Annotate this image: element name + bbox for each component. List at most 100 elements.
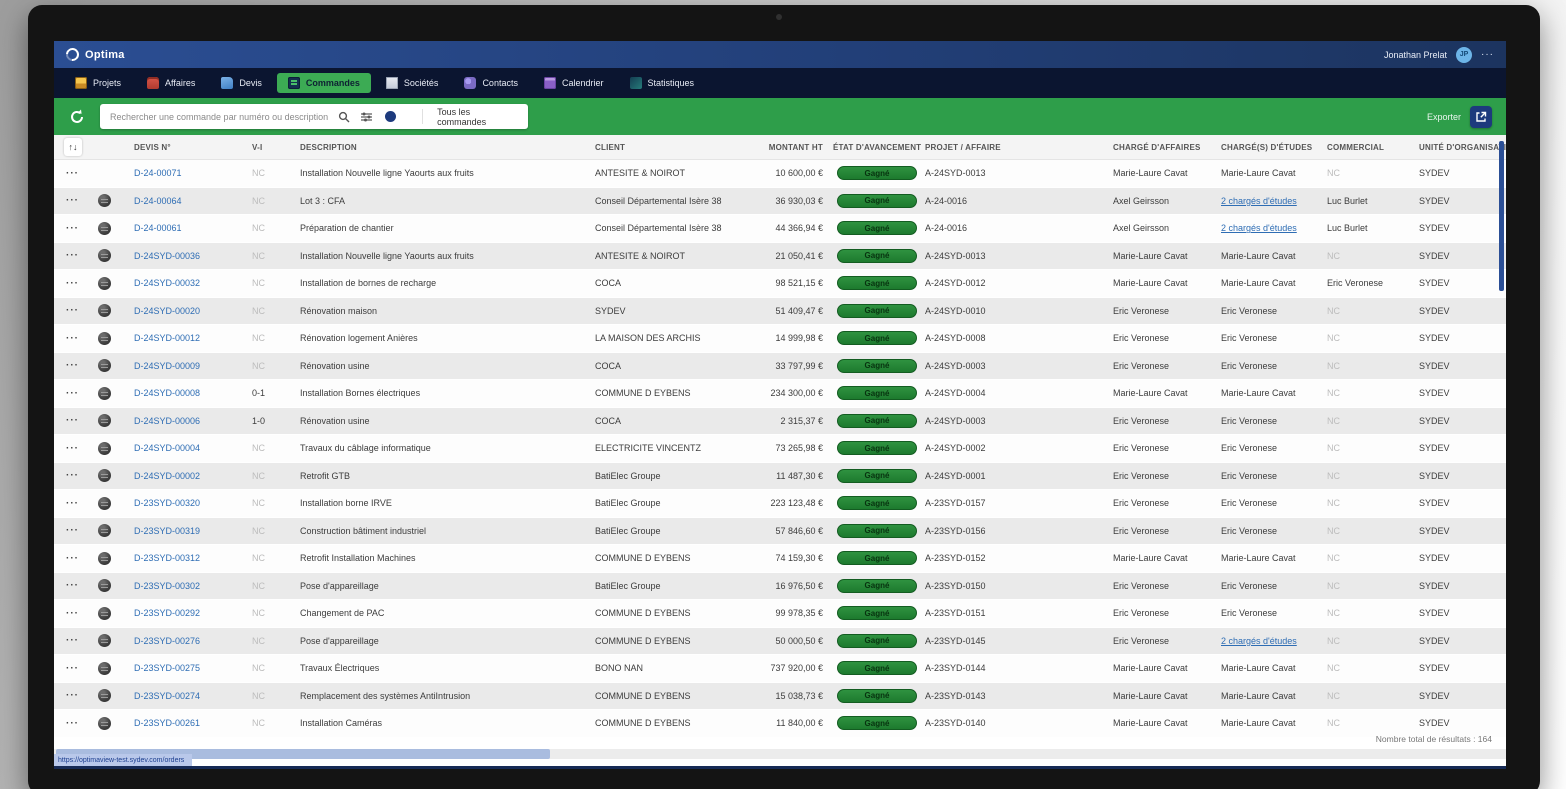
row-menu-button[interactable]: ··· (66, 525, 79, 537)
devis-link[interactable]: D-23SYD-00275 (134, 663, 201, 674)
row-menu-button[interactable]: ··· (66, 662, 79, 674)
row-menu-button[interactable]: ··· (66, 250, 79, 262)
tab-societes[interactable]: Sociétés (375, 73, 450, 93)
tab-affaires[interactable]: Affaires (136, 73, 206, 93)
filter-sliders-icon[interactable] (360, 111, 373, 123)
table-row[interactable]: ··· D-23SYD-00274 NC Remplacement des systè… (54, 682, 1506, 710)
table-row[interactable]: ··· D-23SYD-00275 NC Travaux Électriques BON… (54, 655, 1506, 683)
horizontal-scrollbar[interactable] (54, 749, 1506, 759)
devis-link[interactable]: D-24SYD-00032 (134, 278, 201, 289)
table-row[interactable]: ··· D-23SYD-00276 NC Pose d'appareillage COM… (54, 627, 1506, 655)
row-menu-button[interactable]: ··· (66, 552, 79, 564)
refresh-icon[interactable] (68, 108, 86, 126)
horizontal-scrollbar-thumb[interactable] (56, 749, 550, 759)
column-header-ce[interactable]: CHARGÉ(S) D'ÉTUDES (1221, 142, 1313, 152)
column-header-vi[interactable]: V-I (252, 142, 263, 152)
column-header-affaire[interactable]: PROJET / AFFAIRE (925, 142, 1001, 152)
row-menu-button[interactable]: ··· (66, 222, 79, 234)
tab-devis[interactable]: Devis (210, 73, 273, 93)
search-icon[interactable] (338, 111, 350, 123)
column-header-com[interactable]: COMMERCIAL (1327, 142, 1385, 152)
overflow-menu-icon[interactable]: ··· (1481, 49, 1494, 60)
row-menu-button[interactable]: ··· (66, 580, 79, 592)
row-menu-button[interactable]: ··· (66, 635, 79, 647)
row-menu-button[interactable]: ··· (66, 387, 79, 399)
vertical-scrollbar[interactable] (1499, 141, 1504, 291)
row-menu-button[interactable]: ··· (66, 277, 79, 289)
tab-contacts[interactable]: Contacts (453, 73, 529, 93)
table-row[interactable]: ··· D-24-00064 NC Lot 3 : CFA Conseil Départ… (54, 187, 1506, 215)
devis-link[interactable]: D-23SYD-00302 (134, 580, 201, 591)
row-menu-button[interactable]: ··· (66, 442, 79, 454)
column-header-unite[interactable]: UNITÉ D'ORGANISATION (1419, 142, 1506, 152)
column-header-montant[interactable]: MONTANT HT (768, 142, 823, 152)
column-header-devis[interactable]: DEVIS N° (134, 142, 171, 152)
devis-link[interactable]: D-24SYD-00036 (134, 250, 201, 261)
devis-link[interactable]: D-23SYD-00261 (134, 718, 201, 729)
row-menu-button[interactable]: ··· (66, 195, 79, 207)
devis-link[interactable]: D-23SYD-00319 (134, 525, 201, 536)
sort-icon[interactable]: ↑↓ (64, 138, 82, 156)
avatar[interactable]: JP (1456, 46, 1472, 63)
table-row[interactable]: ··· D-23SYD-00312 NC Retrofit Installation … (54, 545, 1506, 573)
row-menu-button[interactable]: ··· (66, 607, 79, 619)
row-menu-button[interactable]: ··· (66, 332, 79, 344)
row-menu-button[interactable]: ··· (66, 415, 79, 427)
row-menu-button[interactable]: ··· (66, 497, 79, 509)
column-header-desc[interactable]: DESCRIPTION (300, 142, 357, 152)
table-row[interactable]: ··· D-24SYD-00020 NC Rénovation maison SYDEV… (54, 297, 1506, 325)
user-name[interactable]: Jonathan Prelat (1383, 49, 1447, 60)
devis-link[interactable]: D-23SYD-00292 (134, 608, 201, 619)
column-header-etat[interactable]: ÉTAT D'AVANCEMENT (833, 142, 922, 152)
table-row[interactable]: ··· D-23SYD-00319 NC Construction bâtiment … (54, 517, 1506, 545)
table-row[interactable]: ··· D-24SYD-00012 NC Rénovation logement An… (54, 325, 1506, 353)
table-row[interactable]: ··· D-24-00061 NC Préparation de chantier Co… (54, 215, 1506, 243)
export-button[interactable] (1470, 105, 1492, 128)
devis-link[interactable]: D-24SYD-00009 (134, 360, 201, 371)
devis-link[interactable]: D-24SYD-00002 (134, 470, 201, 481)
table-row[interactable]: ··· D-24SYD-00004 NC Travaux du câblage inf… (54, 435, 1506, 463)
tab-commandes[interactable]: Commandes (276, 73, 371, 93)
table-row[interactable]: ··· D-23SYD-00302 NC Pose d'appareillage Bat… (54, 572, 1506, 600)
column-header-ca[interactable]: CHARGÉ D'AFFAIRES (1113, 142, 1201, 152)
devis-link[interactable]: D-24SYD-00020 (134, 305, 201, 316)
row-menu-button[interactable]: ··· (66, 690, 79, 702)
table-row[interactable]: ··· D-24SYD-00032 NC Installation de bornes… (54, 270, 1506, 298)
table-row[interactable]: ··· D-24-00071 NC Installation Nouvelle lig… (54, 160, 1506, 188)
devis-link[interactable]: D-24SYD-00008 (134, 388, 201, 399)
row-menu-button[interactable]: ··· (66, 305, 79, 317)
row-menu-button[interactable]: ··· (66, 360, 79, 372)
charge-etudes-link[interactable]: 2 chargés d'études (1221, 635, 1297, 646)
charge-etudes-link[interactable]: 2 chargés d'études (1221, 223, 1297, 234)
devis-link[interactable]: D-24SYD-00004 (134, 443, 201, 454)
table-row[interactable]: ··· D-24SYD-00036 NC Installation Nouvelle … (54, 242, 1506, 270)
table-row[interactable]: ··· D-23SYD-00292 NC Changement de PAC COMMU… (54, 600, 1506, 628)
table-row[interactable]: ··· D-24SYD-00006 1-0 Rénovation usine COCA 2… (54, 407, 1506, 435)
devis-link[interactable]: D-23SYD-00312 (134, 553, 201, 564)
table-row[interactable]: ··· D-24SYD-00002 NC Retrofit GTB BatiElec G… (54, 462, 1506, 490)
scope-dropdown[interactable]: Tous les commandes (422, 107, 518, 127)
devis-link[interactable]: D-23SYD-00320 (134, 498, 201, 509)
row-menu-button[interactable]: ··· (66, 167, 79, 179)
devis-link[interactable]: D-24-00071 (134, 168, 182, 179)
devis-link[interactable]: D-24SYD-00012 (134, 333, 201, 344)
table-row[interactable]: ··· D-23SYD-00320 NC Installation borne IRV… (54, 490, 1506, 518)
row-menu-button[interactable]: ··· (66, 717, 79, 729)
devis-link[interactable]: D-24-00061 (134, 223, 182, 234)
devis-link[interactable]: D-24SYD-00006 (134, 415, 201, 426)
toggle-dot[interactable] (385, 111, 397, 122)
devis-link[interactable]: D-23SYD-00276 (134, 635, 201, 646)
table-row[interactable]: ··· D-24SYD-00008 0-1 Installation Bornes é… (54, 380, 1506, 408)
column-header-client[interactable]: CLIENT (595, 142, 626, 152)
tab-calendrier[interactable]: Calendrier (533, 73, 615, 93)
export-label[interactable]: Exporter (1426, 111, 1461, 122)
tab-projets[interactable]: Projets (64, 73, 132, 93)
row-menu-button[interactable]: ··· (66, 470, 79, 482)
devis-link[interactable]: D-23SYD-00274 (134, 690, 201, 701)
table-row[interactable]: ··· D-24SYD-00009 NC Rénovation usine COCA 33… (54, 352, 1506, 380)
charge-etudes-link[interactable]: 2 chargés d'études (1221, 195, 1297, 206)
search-input[interactable]: Rechercher une commande par numéro ou de… (110, 111, 329, 122)
table-row[interactable]: ··· D-23SYD-00261 NC Installation Caméras CO… (54, 710, 1506, 738)
tab-statistiques[interactable]: Statistiques (619, 73, 706, 93)
devis-link[interactable]: D-24-00064 (134, 195, 182, 206)
